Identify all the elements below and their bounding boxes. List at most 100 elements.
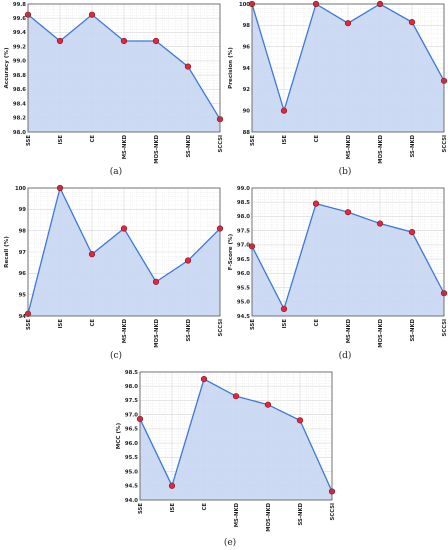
- series-area: [252, 4, 444, 132]
- data-point-ce: [88, 251, 96, 258]
- data-point-ise: [280, 107, 288, 114]
- chart-5: 94.0 94.5 95.0 95.5 96.0 96.5 97.0 97.5 98.0 98.5…: [116, 370, 336, 548]
- x-tick-label: MOS-NKD: [266, 502, 272, 531]
- x-tick-label: SSE: [250, 319, 256, 330]
- y-tick-label: 95.5: [237, 285, 250, 291]
- y-tick-label: 95: [19, 292, 27, 298]
- y-tick-label: 99.8: [13, 2, 26, 8]
- x-tick-label: MS-NKD: [346, 318, 352, 343]
- series-area: [28, 188, 220, 316]
- y-tick-label: 97.0: [125, 412, 138, 418]
- x-tick-label: SSE: [250, 135, 256, 146]
- y-tick-label: 100: [239, 2, 250, 8]
- y-tick-label: 97.5: [125, 398, 138, 404]
- data-point-ms-nkd: [120, 225, 128, 232]
- chart-1: 98.0 98.2 98.4 98.6 98.8 99.0 99.2 99.4 99.6 99.8…: [4, 2, 224, 177]
- y-axis-label: Precision (%): [228, 47, 234, 89]
- y-tick-label: 98.5: [237, 200, 250, 206]
- x-tick-label: MS-NKD: [234, 502, 240, 527]
- y-axis-label: Recall (%): [4, 236, 10, 268]
- x-tick-label: ISE: [282, 319, 288, 329]
- data-point-ss-nkd: [184, 63, 192, 70]
- data-point-mos-nkd: [264, 401, 272, 408]
- plot-frame: [139, 371, 333, 501]
- x-tick-label: ISE: [170, 503, 176, 513]
- y-axis-label: Accuracy (%): [4, 47, 10, 89]
- chart-2: 88 90 92 94 96 98 100 SSE ISE CE MS-NKD MOS-NKD SS-N…: [228, 0, 448, 177]
- data-point-ms-nkd: [344, 20, 352, 27]
- plot-frame: [27, 3, 221, 133]
- x-tick-label: SS-NKD: [410, 134, 416, 157]
- data-point-ise: [168, 482, 176, 489]
- x-tick-label: MS-NKD: [122, 134, 128, 159]
- x-tick-label: MOS-NKD: [378, 318, 384, 347]
- plot-frame: [251, 187, 445, 317]
- y-tick-label: 96.5: [125, 427, 138, 433]
- x-tick-label: SCCSI: [218, 319, 224, 337]
- y-tick-label: 95.0: [237, 300, 250, 306]
- x-tick-label: MOS-NKD: [154, 134, 160, 163]
- x-tick-label: SCCSI: [442, 135, 448, 153]
- x-tick-label: MOS-NKD: [378, 134, 384, 163]
- y-tick-label: 95.0: [125, 469, 138, 475]
- data-point-ss-nkd: [296, 417, 304, 424]
- data-point-mos-nkd: [152, 37, 160, 45]
- data-point-ise: [280, 305, 288, 312]
- x-tick-label: SSE: [26, 135, 32, 146]
- y-tick-label: 99.0: [13, 59, 26, 65]
- data-point-ss-nkd: [408, 228, 416, 236]
- y-tick-label: 95.5: [125, 455, 138, 461]
- data-point-ss-nkd: [184, 257, 192, 264]
- data-point-ce: [88, 11, 96, 18]
- x-tick-label: CE: [314, 135, 320, 143]
- y-axis-label: F-Score (%): [228, 233, 234, 270]
- y-tick-label: 98.8: [13, 73, 26, 79]
- y-tick-label: 98: [19, 228, 27, 234]
- data-point-ce: [200, 376, 208, 383]
- plot-frame: [251, 3, 445, 133]
- y-tick-label: 94: [19, 314, 27, 320]
- y-tick-label: 99.2: [13, 44, 26, 50]
- y-tick-label: 96: [243, 44, 251, 50]
- y-tick-label: 97.5: [237, 228, 250, 234]
- y-tick-label: 99.6: [13, 16, 26, 22]
- y-tick-label: 94.5: [237, 314, 250, 320]
- x-tick-label: SCCSI: [218, 135, 224, 153]
- subfigure-caption: (e): [224, 537, 236, 548]
- y-tick-label: 98: [243, 23, 251, 29]
- x-tick-label: SS-NKD: [410, 318, 416, 341]
- series-area: [28, 14, 220, 133]
- data-point-mos-nkd: [376, 220, 384, 227]
- y-tick-label: 98.2: [13, 116, 26, 122]
- x-tick-label: SSE: [26, 319, 32, 330]
- y-tick-label: 98.5: [125, 370, 138, 376]
- y-tick-label: 94.0: [125, 498, 138, 504]
- x-tick-label: ISE: [282, 135, 288, 145]
- y-tick-label: 96.5: [237, 257, 250, 263]
- data-point-ce: [312, 200, 320, 207]
- data-point-ise: [56, 37, 64, 45]
- y-tick-label: 90: [243, 108, 251, 114]
- y-tick-label: 98.6: [13, 87, 26, 93]
- data-point-ms-nkd: [120, 37, 128, 45]
- data-point-mos-nkd: [152, 278, 160, 285]
- subfigure-caption: (d): [339, 350, 352, 361]
- series-area: [252, 203, 444, 316]
- data-point-ss-nkd: [408, 19, 416, 26]
- x-tick-label: CE: [202, 503, 208, 511]
- y-tick-label: 94.5: [125, 484, 138, 490]
- y-tick-label: 99.0: [237, 186, 250, 192]
- x-tick-label: SS-NKD: [186, 318, 192, 341]
- y-tick-label: 96.0: [237, 271, 250, 277]
- chart-4: 94.5 95.0 95.5 96.0 96.5 97.0 97.5 98.0 98.5 99.0…: [228, 186, 448, 361]
- y-axis-label: MCC (%): [116, 422, 122, 449]
- x-tick-label: SS-NKD: [186, 134, 192, 157]
- y-tick-label: 96: [19, 271, 27, 277]
- data-point-ms-nkd: [232, 393, 240, 400]
- x-tick-label: CE: [90, 135, 96, 143]
- chart-3: 94 95 96 97 98 99 100 SSE ISE CE MS-NKD MOS-NKD SS-N…: [4, 184, 224, 361]
- x-tick-label: ISE: [58, 319, 64, 329]
- y-tick-label: 98.4: [13, 101, 26, 107]
- y-tick-label: 94: [243, 66, 251, 72]
